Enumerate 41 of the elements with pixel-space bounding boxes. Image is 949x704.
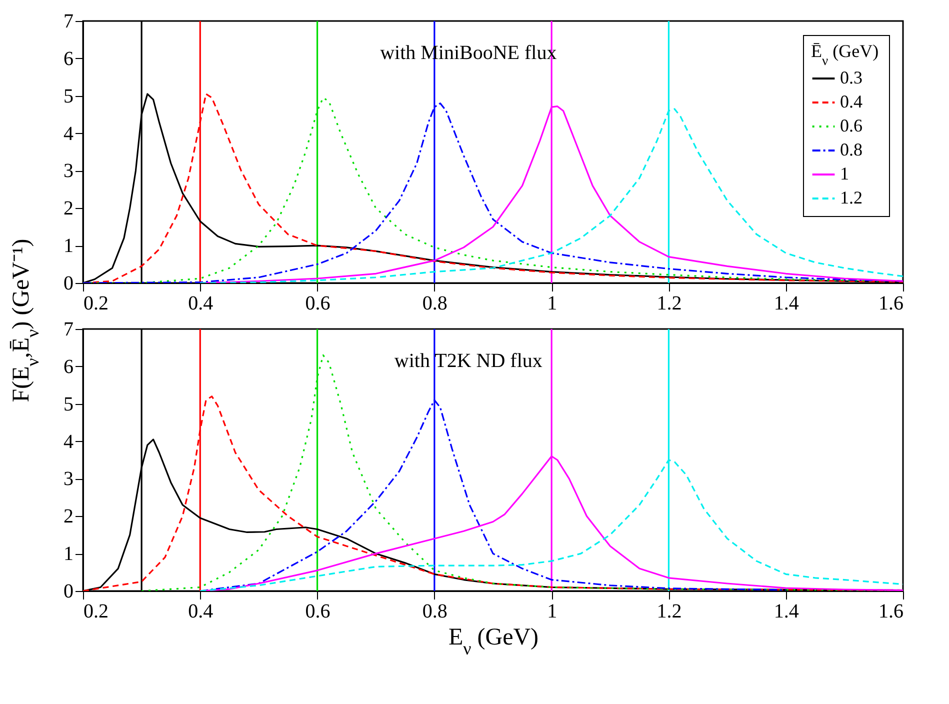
legend-label: 0.3 (840, 68, 862, 88)
x-tick-label: 1.4 (774, 600, 799, 622)
legend-label: 1 (840, 164, 849, 184)
x-tick-label: 1.6 (878, 600, 904, 622)
y-tick-label: 6 (64, 48, 74, 70)
legend-title: Ē$_{ν}$ (GeV) (811, 41, 879, 68)
y-tick-label: 1 (64, 235, 74, 258)
y-tick-label: 5 (64, 85, 74, 108)
x-tick-label: 1 (547, 292, 558, 314)
x-tick-label: 0.8 (422, 600, 448, 622)
legend-label: 0.4 (840, 92, 862, 112)
x-tick-label: 0.2 (84, 600, 108, 622)
x-tick-label: 1 (547, 600, 558, 622)
y-tick-label: 2 (64, 506, 74, 528)
y-tick-label: 0 (64, 580, 74, 602)
x-tick-label: 1.4 (774, 292, 799, 314)
annotation: with T2K ND flux (394, 350, 542, 372)
x-tick-label: 1.2 (656, 600, 682, 622)
x-tick-label: 0.8 (422, 292, 448, 314)
y-tick-label: 7 (64, 318, 74, 340)
x-tick-label: 0.2 (84, 292, 108, 314)
x-tick-label: 1.2 (656, 292, 682, 314)
x-tick-label: 0.4 (188, 600, 214, 622)
x-axis-title: E$_{ν}$ (GeV) (448, 624, 539, 658)
x-tick-label: 0.4 (188, 292, 214, 314)
x-tick-label: 0.6 (305, 600, 330, 622)
y-tick-label: 3 (64, 160, 74, 182)
legend-label: 0.6 (840, 116, 862, 136)
y-tick-label: 3 (64, 468, 74, 490)
x-tick-label: 1.6 (878, 292, 904, 314)
y-tick-label: 5 (64, 393, 74, 416)
y-tick-label: 1 (64, 543, 74, 566)
y-tick-label: 4 (64, 122, 74, 145)
x-tick-label: 0.6 (305, 292, 330, 314)
y-tick-label: 0 (64, 272, 74, 294)
y-tick-label: 2 (64, 198, 74, 220)
y-tick-label: 6 (64, 356, 74, 378)
legend-label: 1.2 (840, 188, 862, 208)
y-tick-label: 7 (64, 10, 74, 32)
legend-label: 0.8 (840, 140, 862, 160)
y-tick-label: 4 (64, 430, 74, 453)
